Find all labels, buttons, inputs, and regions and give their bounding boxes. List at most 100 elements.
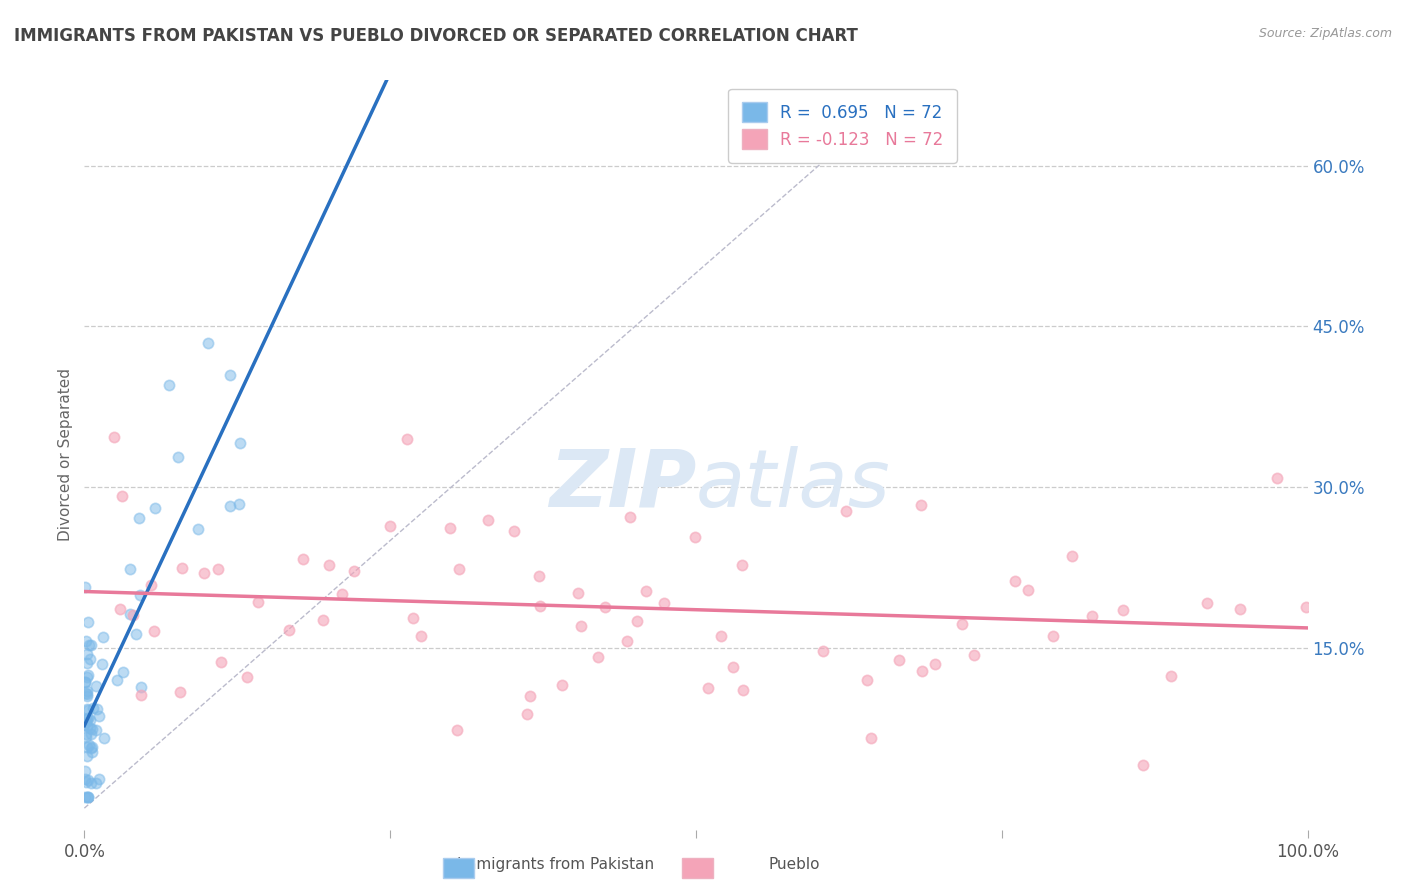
Point	[519, 689, 541, 703]
Point	[73, 790, 96, 805]
Text: IMMIGRANTS FROM PAKISTAN VS PUEBLO DIVORCED OR SEPARATED CORRELATION CHART: IMMIGRANTS FROM PAKISTAN VS PUEBLO DIVOR…	[14, 27, 858, 45]
Point	[80, 740, 103, 755]
Point	[551, 678, 574, 692]
Point	[76, 772, 98, 787]
Point	[1042, 630, 1064, 644]
Point	[84, 679, 107, 693]
Point	[619, 510, 641, 524]
Point	[75, 764, 97, 779]
Point	[121, 607, 143, 622]
Point	[80, 740, 103, 755]
Point	[77, 738, 100, 752]
Point	[887, 652, 910, 666]
Point	[859, 731, 882, 745]
Point	[75, 731, 97, 745]
Point	[139, 578, 162, 592]
Point	[73, 675, 96, 690]
Point	[447, 562, 470, 576]
Point	[77, 668, 100, 682]
Point	[169, 685, 191, 699]
Point	[721, 660, 744, 674]
Point	[84, 723, 107, 738]
Point	[73, 718, 96, 732]
Point	[950, 617, 973, 632]
Point	[685, 530, 707, 544]
Point	[76, 648, 98, 662]
Point	[129, 588, 152, 602]
Point	[76, 703, 98, 717]
Point	[529, 599, 551, 613]
Point	[76, 749, 98, 764]
Point	[411, 629, 433, 643]
Point	[79, 652, 101, 666]
Point	[911, 664, 934, 678]
Point	[91, 657, 114, 671]
Point	[502, 524, 524, 538]
Point	[170, 561, 193, 575]
Point	[318, 558, 340, 573]
Point	[75, 712, 97, 726]
Point	[1195, 596, 1218, 610]
Point	[855, 673, 877, 687]
Point	[1229, 601, 1251, 615]
Point	[77, 711, 100, 725]
Point	[910, 498, 932, 512]
Point	[79, 776, 101, 790]
Point	[142, 624, 165, 638]
Point	[76, 657, 98, 671]
Point	[75, 772, 97, 786]
Point	[616, 633, 638, 648]
Point	[80, 722, 103, 736]
Point	[112, 665, 135, 679]
Point	[402, 610, 425, 624]
Point	[1160, 669, 1182, 683]
Point	[82, 745, 104, 759]
Point	[378, 518, 401, 533]
Point	[75, 686, 97, 700]
Point	[292, 551, 315, 566]
Text: ZIP: ZIP	[548, 446, 696, 524]
Text: atlas: atlas	[696, 446, 891, 524]
Point	[105, 673, 128, 687]
Text: Immigrants from Pakistan: Immigrants from Pakistan	[457, 857, 654, 872]
Point	[76, 690, 98, 704]
Point	[76, 702, 98, 716]
Point	[87, 708, 110, 723]
Point	[75, 727, 97, 741]
Point	[76, 719, 98, 733]
Point	[86, 702, 108, 716]
Point	[1265, 471, 1288, 485]
Point	[197, 336, 219, 351]
Point	[636, 584, 658, 599]
Point	[118, 562, 141, 576]
Point	[1111, 603, 1133, 617]
Point	[111, 490, 134, 504]
Point	[76, 740, 98, 755]
Point	[477, 513, 499, 527]
Point	[569, 618, 592, 632]
Point	[93, 731, 115, 746]
Point	[593, 600, 616, 615]
Point	[652, 596, 675, 610]
Point	[187, 522, 209, 536]
Point	[446, 723, 468, 738]
Point	[118, 607, 141, 622]
Point	[516, 707, 538, 722]
Point	[626, 615, 648, 629]
Point	[1017, 582, 1039, 597]
Point	[76, 790, 98, 805]
Point	[696, 681, 718, 695]
Point	[963, 648, 986, 663]
Point	[76, 687, 98, 701]
Point	[193, 566, 215, 580]
Point	[103, 430, 125, 444]
Text: Source: ZipAtlas.com: Source: ZipAtlas.com	[1258, 27, 1392, 40]
Point	[82, 700, 104, 714]
Point	[76, 712, 98, 726]
Legend: R =  0.695   N = 72, R = -0.123   N = 72: R = 0.695 N = 72, R = -0.123 N = 72	[728, 88, 956, 162]
Point	[131, 688, 153, 702]
Point	[209, 655, 232, 669]
Point	[567, 585, 589, 599]
Point	[167, 450, 190, 464]
Point	[924, 657, 946, 671]
